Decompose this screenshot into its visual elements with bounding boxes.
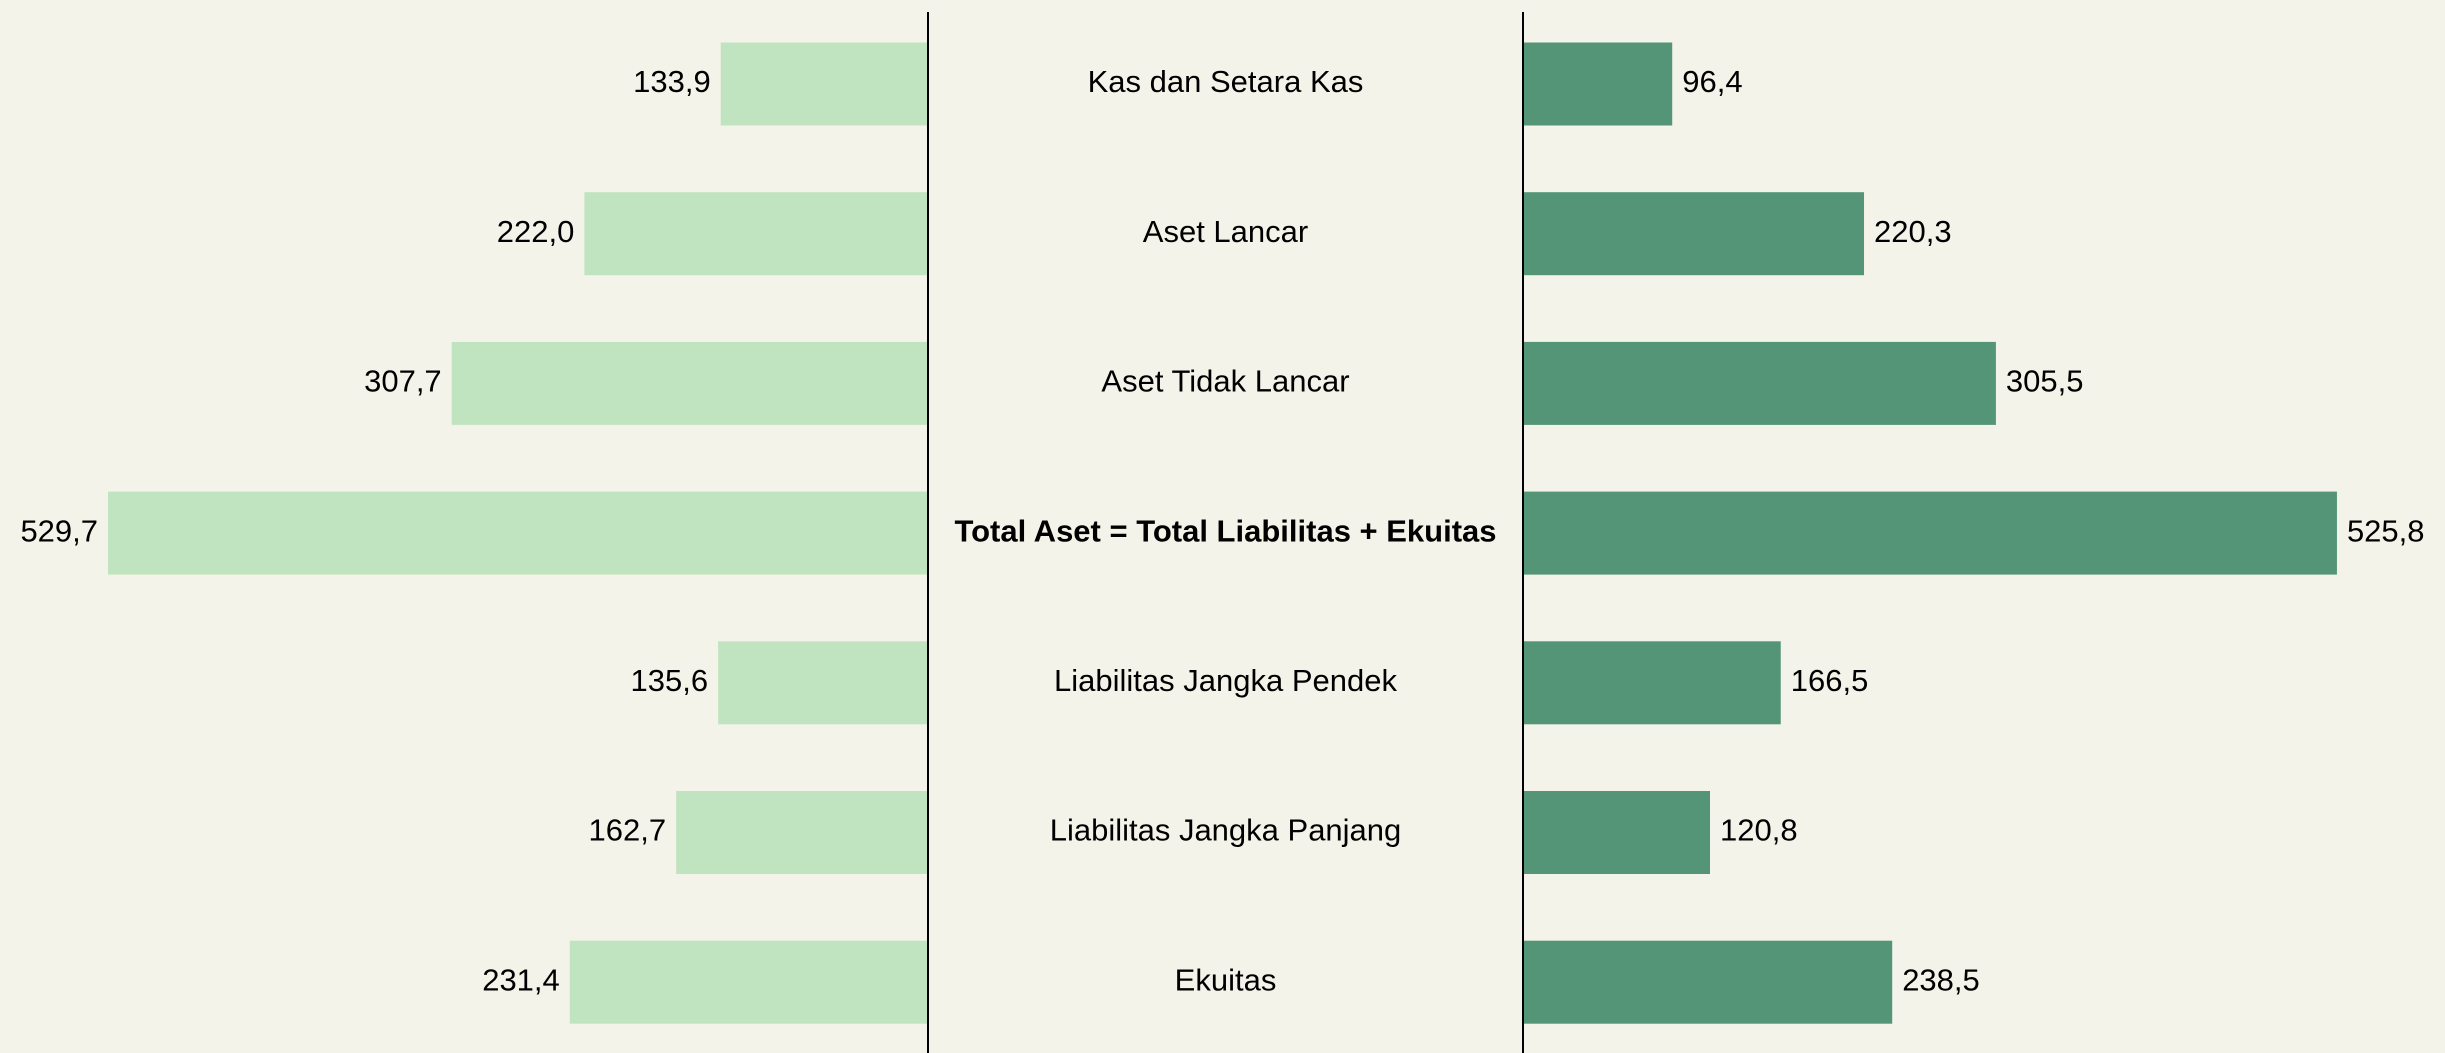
value-label: 529,7 — [20, 513, 98, 548]
value-label: 307,7 — [364, 364, 442, 399]
bar-right — [1523, 791, 1710, 874]
category-label: Liabilitas Jangka Pendek — [1054, 663, 1397, 698]
bar-right — [1523, 192, 1865, 276]
value-label: 96,4 — [1682, 64, 1742, 99]
value-label: 231,4 — [482, 962, 560, 997]
value-label: 220,3 — [1874, 214, 1952, 249]
bar-left — [569, 940, 928, 1024]
bar-right — [1523, 940, 1893, 1024]
category-label: Ekuitas — [1175, 962, 1277, 997]
value-label: 120,8 — [1720, 813, 1798, 848]
bar-right — [1523, 42, 1673, 126]
value-label: 238,5 — [1902, 962, 1980, 997]
bar-left — [451, 341, 928, 425]
bar-left — [108, 491, 928, 575]
bar-right — [1523, 491, 2337, 575]
category-label: Aset Lancar — [1143, 214, 1308, 249]
bar-right — [1523, 641, 1781, 725]
value-label: 166,5 — [1791, 663, 1869, 698]
value-label: 305,5 — [2006, 364, 2084, 399]
category-label: Liabilitas Jangka Panjang — [1050, 813, 1402, 848]
bar-left — [676, 791, 928, 874]
value-label: 222,0 — [497, 214, 575, 249]
value-label: 133,9 — [633, 64, 711, 99]
category-label: Kas dan Setara Kas — [1088, 64, 1364, 99]
bar-right — [1523, 341, 1996, 425]
bar-left — [718, 641, 928, 725]
category-label: Aset Tidak Lancar — [1101, 364, 1349, 399]
bar-left — [720, 42, 928, 126]
bar-left — [584, 192, 928, 276]
value-label: 525,8 — [2347, 513, 2425, 548]
value-label: 135,6 — [631, 663, 709, 698]
value-label: 162,7 — [589, 813, 667, 848]
category-label: Total Aset = Total Liabilitas + Ekuitas — [954, 513, 1496, 548]
